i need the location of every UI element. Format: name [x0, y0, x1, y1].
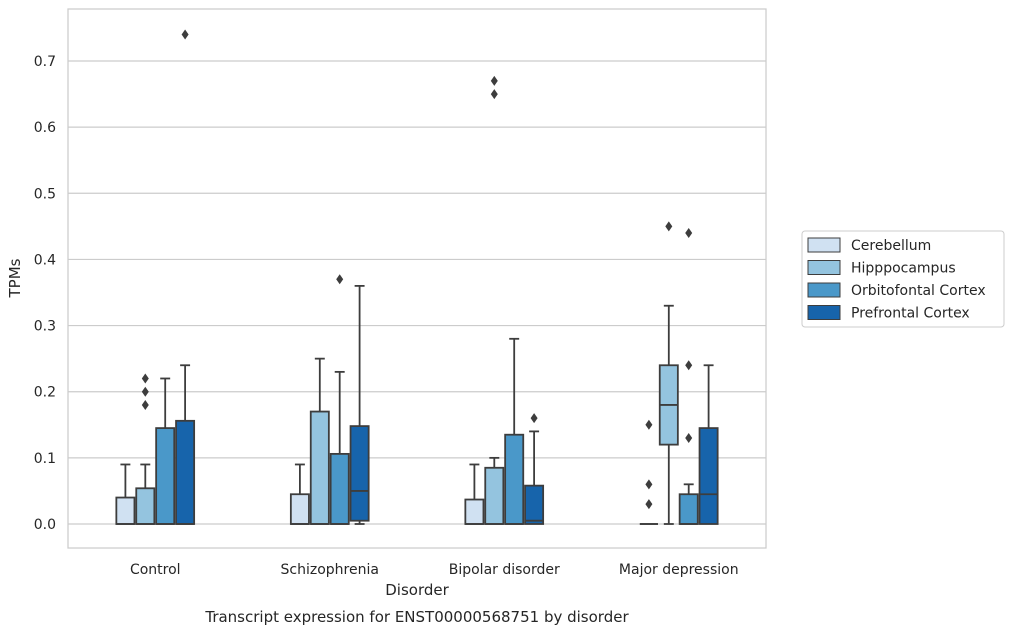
box-body [155, 427, 176, 525]
box-body [135, 487, 156, 525]
y-tick-label-5: 0.5 [34, 186, 56, 202]
box-2-2 [504, 337, 525, 525]
box-body [524, 484, 545, 525]
boxes [115, 29, 719, 525]
outlier-point-2 [645, 419, 653, 430]
box-2-0 [464, 463, 485, 525]
box-body [349, 425, 370, 522]
outlier-point-1 [685, 360, 693, 371]
box-1-1 [309, 357, 330, 525]
box-body [115, 496, 136, 525]
outlier-point-0 [490, 89, 498, 100]
outlier-point-2 [685, 227, 693, 238]
box-body [504, 433, 525, 525]
x-tick-label-0: Control [130, 562, 181, 578]
box-1-0 [289, 463, 310, 525]
box-body [464, 498, 485, 525]
legend-label: Hipppocampus [851, 261, 956, 277]
y-axis-title: TPMs [6, 258, 24, 298]
y-tick-label-4: 0.4 [34, 252, 56, 268]
y-tick-label-1: 0.1 [34, 451, 56, 467]
box-body [309, 410, 330, 525]
legend-swatch [807, 237, 841, 253]
y-tick-label-7: 0.7 [34, 54, 56, 70]
x-tick-label-2: Bipolar disorder [449, 562, 560, 578]
outlier-point-2 [141, 373, 149, 384]
legend-swatch [807, 282, 841, 298]
legend-item-0: Cerebellum [807, 237, 931, 254]
box-body [175, 419, 196, 525]
box-body [289, 493, 310, 525]
box-3-2 [678, 227, 699, 525]
outlier-point-0 [530, 413, 538, 424]
y-tick-label-0: 0.0 [34, 517, 56, 533]
x-tick-label-3: Major depression [619, 562, 739, 578]
box-body [484, 466, 505, 525]
box-body [329, 452, 350, 525]
outlier-point-0 [336, 274, 344, 285]
outlier-point-0 [181, 29, 189, 40]
box-2-1 [484, 75, 505, 525]
box-body [678, 493, 699, 525]
y-tick-label-2: 0.2 [34, 385, 56, 401]
legend-item-1: Hipppocampus [807, 260, 956, 277]
box-1-3 [349, 284, 370, 525]
box-2-3 [524, 413, 545, 525]
box-0-1 [135, 373, 156, 525]
outlier-point-0 [141, 399, 149, 410]
legend-label: Prefrontal Cortex [851, 306, 970, 322]
legend-item-3: Prefrontal Cortex [807, 305, 970, 322]
outlier-point-1 [490, 75, 498, 86]
outlier-point-0 [665, 221, 673, 232]
x-tick-label-1: Schizophrenia [281, 562, 379, 578]
legend-label: Orbitofontal Cortex [851, 283, 986, 299]
legend-item-2: Orbitofontal Cortex [807, 282, 986, 299]
x-axis-ticks: Control Schizophrenia Bipolar disorder Majo… [130, 562, 739, 578]
legend-swatch [807, 305, 841, 320]
outlier-point-1 [141, 386, 149, 397]
legend-label: Cerebellum [851, 238, 931, 254]
box-0-2 [155, 377, 176, 525]
legend-frame [801, 230, 1005, 328]
box-body [698, 427, 719, 525]
outlier-point-0 [685, 433, 693, 444]
legend: Cerebellum Hipppocampus Orbitofontal Corte… [801, 230, 1005, 328]
y-tick-label-3: 0.3 [34, 319, 56, 335]
box-3-1 [658, 221, 679, 525]
y-tick-label-6: 0.6 [34, 120, 56, 136]
extra-outliers-0 [645, 419, 653, 510]
outlier-point-1 [645, 479, 653, 490]
x-axis-title: Disorder [385, 581, 449, 599]
y-axis-ticks: 0.0 0.1 0.2 0.3 0.4 0.5 0.6 0.7 [34, 54, 56, 533]
box-0-3 [175, 29, 196, 525]
chart-caption: Transcript expression for ENST0000056875… [204, 608, 629, 626]
box-3-3 [698, 364, 719, 525]
outlier-point-0 [645, 499, 653, 510]
legend-swatch [807, 260, 841, 275]
box-0-0 [115, 463, 136, 525]
box-1-2 [329, 274, 350, 525]
plot-area-frame [67, 8, 767, 549]
